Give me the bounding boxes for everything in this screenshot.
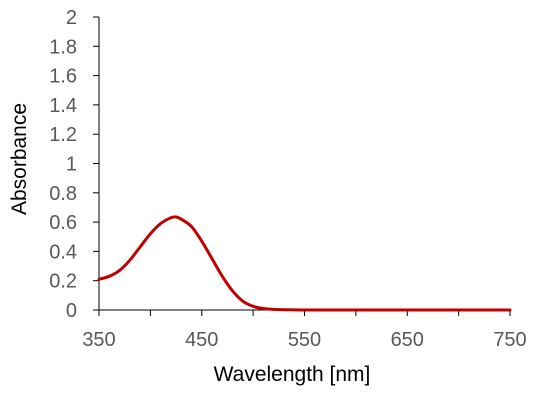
x-tick-label: 650 [391, 329, 424, 351]
y-tick-label: 1.6 [49, 66, 77, 88]
x-tick-label: 350 [82, 329, 115, 351]
y-tick-label: 0.2 [49, 271, 77, 293]
y-tick-label: 0.8 [49, 183, 77, 205]
x-tick-label: 750 [493, 329, 526, 351]
plot-area: 0 0.2 0.4 0.6 0.8 1 1.2 1.4 1.6 1.8 2 350 450 550 650 7… [49, 7, 527, 351]
x-axis-title: Wavelength [nm] [214, 363, 371, 386]
y-tick-label: 2 [66, 7, 77, 29]
y-tick-label: 0.4 [49, 241, 77, 263]
y-tick-label: 1.2 [49, 124, 77, 146]
y-tick-label: 0 [66, 300, 77, 322]
x-tick-label: 550 [288, 329, 321, 351]
y-tick-label: 1 [66, 154, 77, 176]
y-tick-label: 0.6 [49, 212, 77, 234]
absorbance-series-line [97, 215, 512, 312]
y-axis-title: Absorbance [8, 103, 31, 215]
x-tick-label: 450 [185, 329, 218, 351]
y-tick-label: 1.8 [49, 36, 77, 58]
y-tick-label: 1.4 [49, 95, 77, 117]
